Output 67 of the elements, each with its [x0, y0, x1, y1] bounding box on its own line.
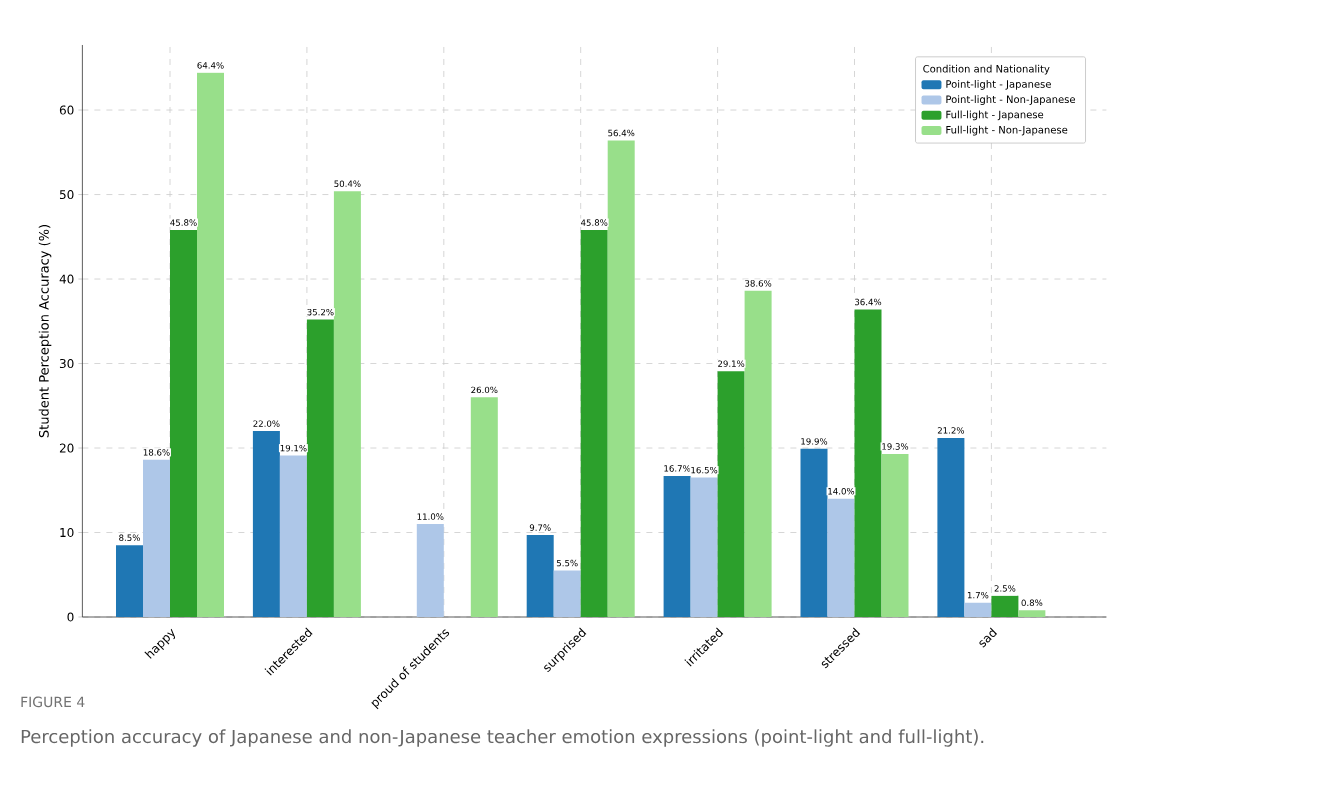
bar [279, 455, 307, 617]
bar [470, 397, 498, 617]
bar [744, 290, 772, 617]
data-label: 21.2% [937, 427, 965, 434]
bar [333, 191, 361, 617]
data-label: 1.7% [967, 591, 989, 599]
data-label: 11.0% [417, 513, 444, 520]
bar [964, 602, 992, 617]
bar [881, 453, 909, 617]
data-label: 64.4% [197, 62, 224, 69]
bar [937, 437, 965, 617]
data-label: 56.4% [608, 129, 635, 137]
data-label: 26.0% [471, 386, 498, 394]
y-tick-label: 30 [59, 358, 74, 369]
bar [690, 477, 718, 617]
bar [526, 535, 554, 617]
data-label: 35.2% [307, 308, 334, 316]
bar [143, 459, 170, 617]
data-label: 19.1% [280, 444, 307, 452]
bar [800, 448, 828, 617]
data-label: 5.5% [556, 559, 578, 567]
data-label: 2.5% [994, 585, 1016, 592]
caption: FIGURE 4 [21, 696, 85, 708]
data-label: 36.4% [855, 298, 882, 306]
data-label: 19.3% [882, 443, 909, 450]
data-label: 22.0% [253, 420, 280, 427]
y-axis-title: Student Perception Accuracy (%) [38, 225, 52, 438]
data-label: 16.5% [691, 466, 718, 474]
legend-label: Full-light - Japanese [946, 110, 1044, 121]
bar [607, 140, 635, 617]
data-label: 29.1% [718, 360, 745, 367]
data-label: 14.0% [828, 488, 855, 495]
y-tick-label: 40 [59, 274, 74, 284]
y-tick-label: 60 [59, 105, 74, 115]
y-tick-label: 50 [59, 190, 74, 200]
y-tick-label: 0 [67, 612, 74, 622]
bar [252, 431, 280, 617]
bar [116, 545, 143, 617]
data-label: 45.8% [580, 219, 608, 226]
y-tick-label: 20 [59, 443, 74, 453]
legend-title: Condition and Nationality [923, 64, 1050, 75]
data-label: 19.9% [801, 438, 828, 445]
bar [416, 524, 444, 617]
bar [663, 475, 691, 617]
data-label: 50.4% [334, 180, 361, 187]
text: Perception accuracy of Japanese and non-Japanese teacher emotion expressions (point-light and full-light). [21, 729, 984, 747]
data-label: 9.7% [529, 524, 551, 531]
legend-label: Point-light - Non-Japanese [946, 95, 1075, 105]
bar [580, 230, 608, 617]
legend-label: Point-light - Japanese [946, 80, 1051, 90]
data-label: 18.6% [143, 449, 170, 456]
bar [170, 230, 197, 617]
legend-label: Full-light - Non-Japanese [946, 125, 1068, 136]
data-label: 45.8% [170, 219, 197, 226]
bar [991, 595, 1019, 617]
data-label: 0.8% [1021, 599, 1043, 607]
bar [1018, 610, 1046, 617]
bar [197, 72, 224, 617]
data-label: 38.6% [745, 280, 772, 287]
y-tick-label: 10 [60, 527, 74, 538]
bar [553, 570, 581, 617]
bar [306, 319, 334, 617]
data-label: 16.7% [664, 465, 691, 472]
data-label: 8.5% [119, 534, 140, 541]
bar [827, 498, 855, 617]
bar [854, 309, 882, 617]
bar [717, 371, 745, 617]
